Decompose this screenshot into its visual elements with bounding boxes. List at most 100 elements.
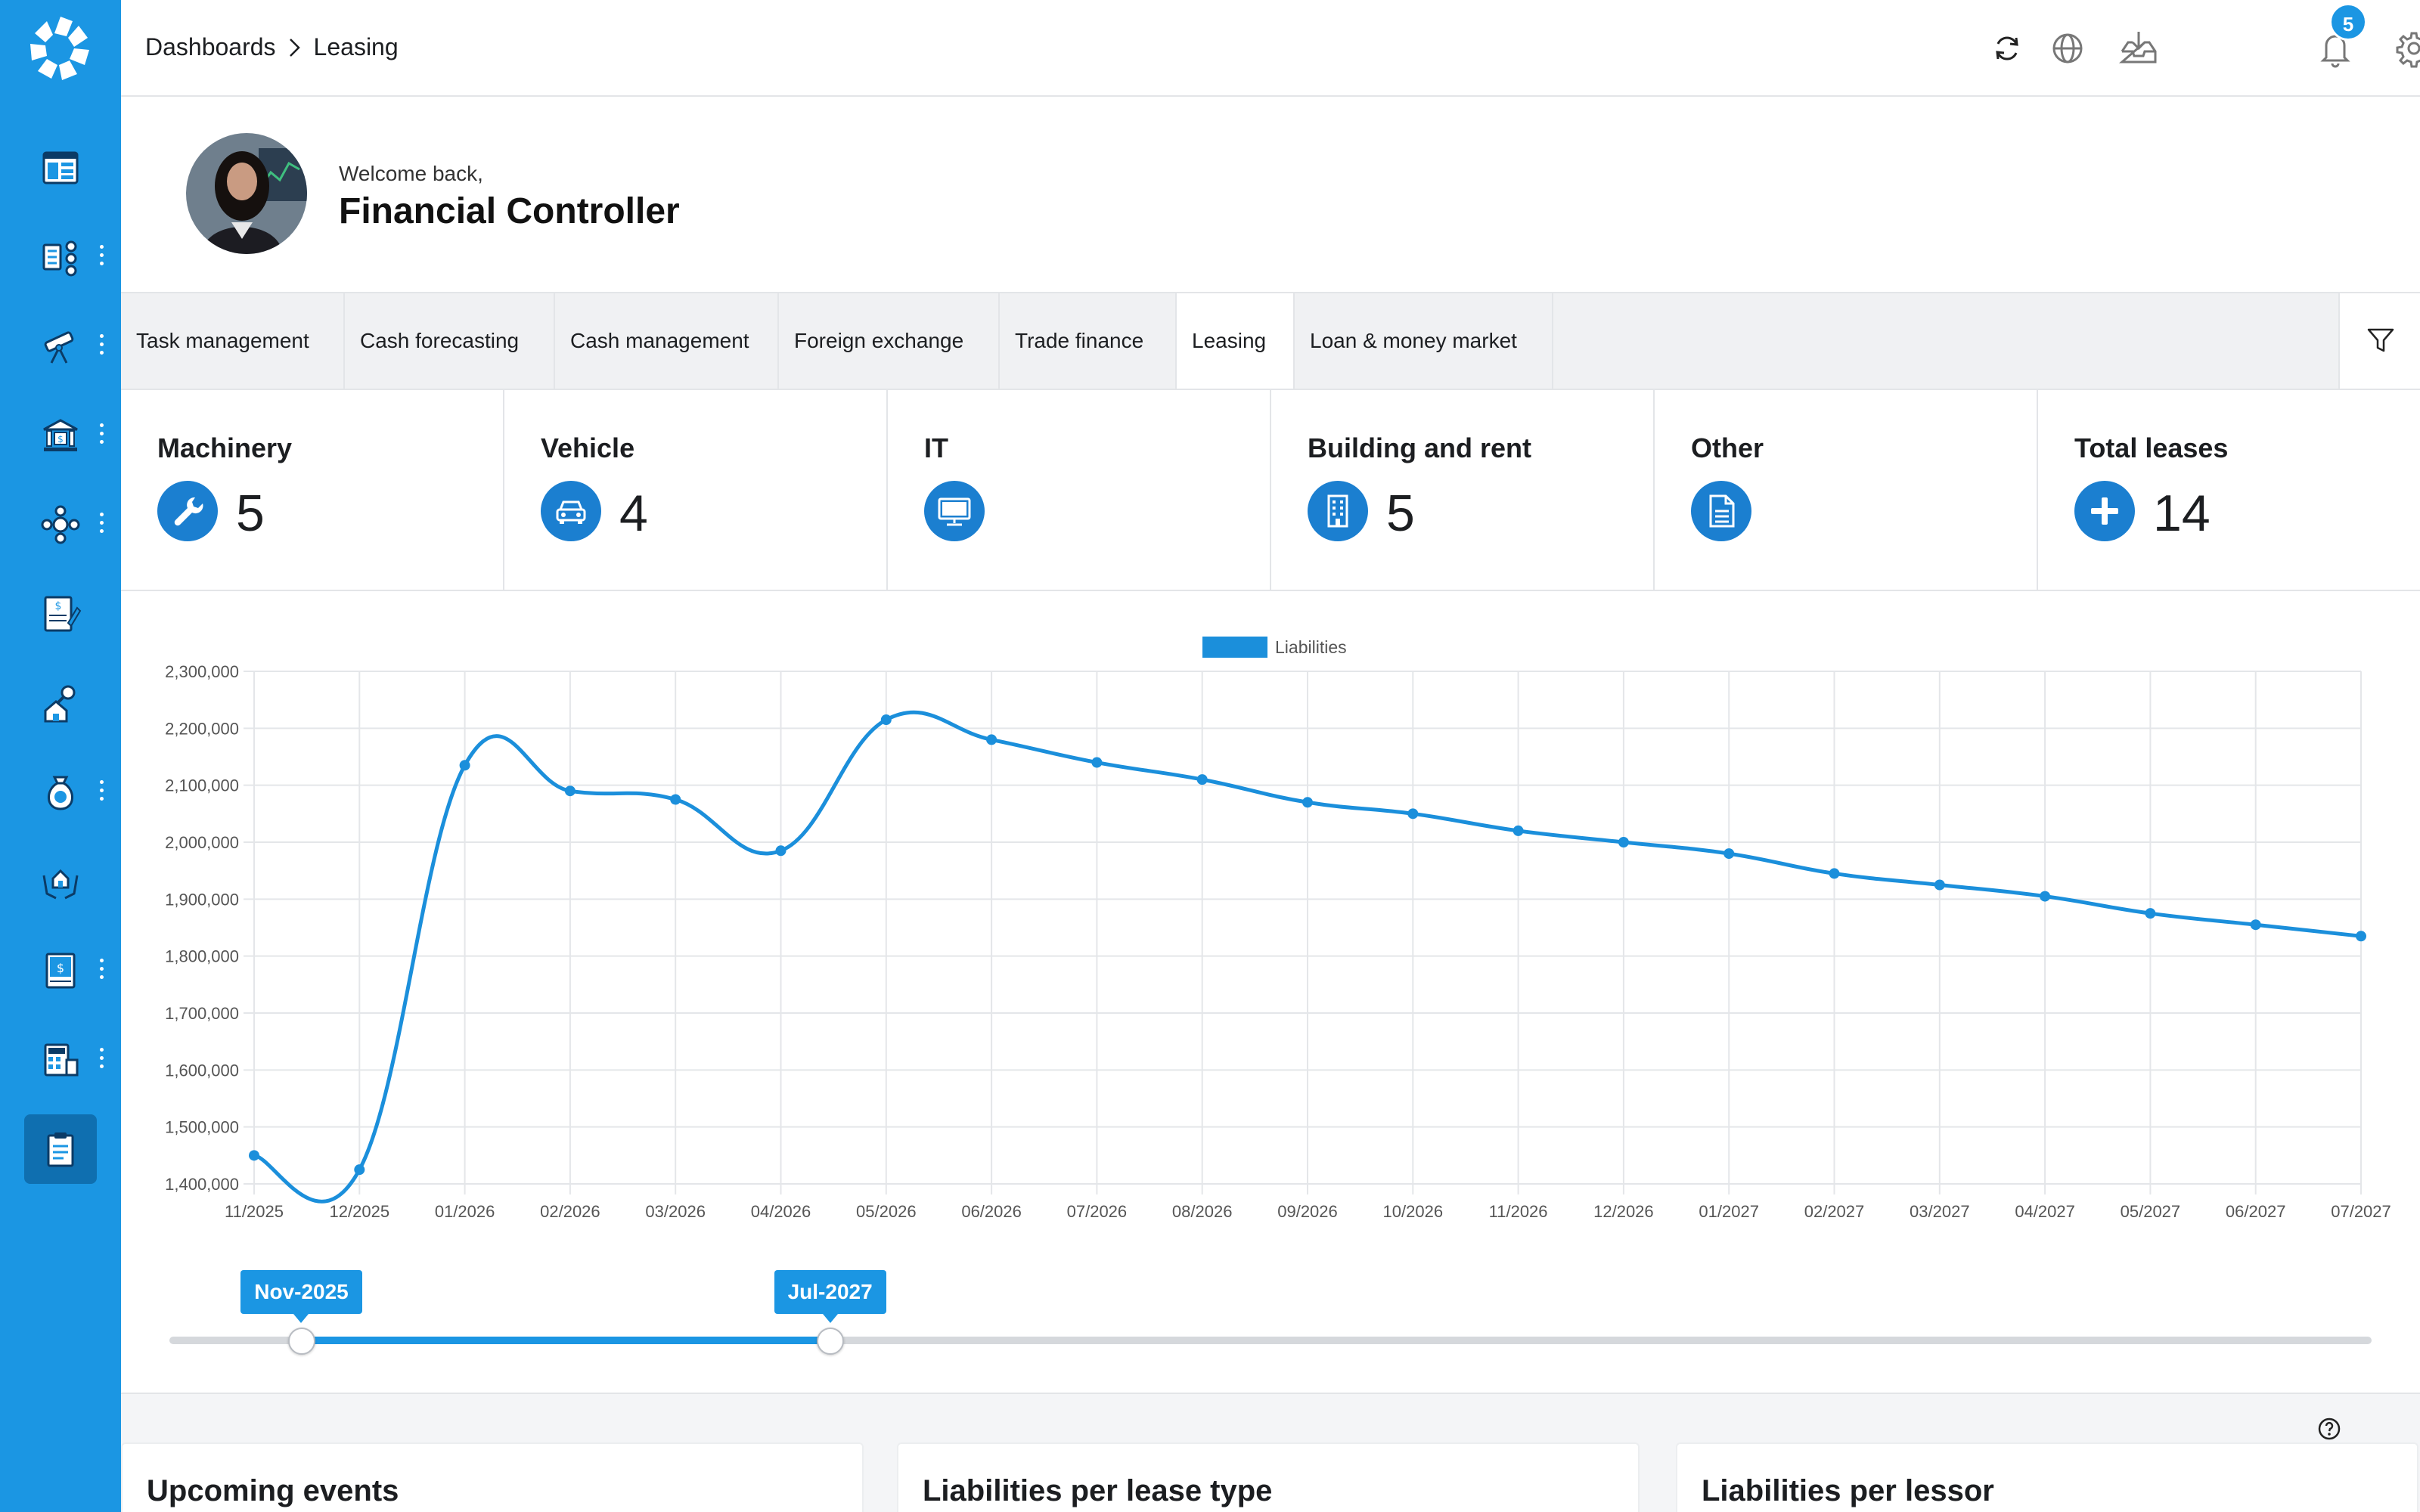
tab-cash-forecasting[interactable]: Cash forecasting <box>345 293 555 389</box>
filter-button[interactable] <box>2338 293 2420 389</box>
x-tick-label: 11/2026 <box>1489 1202 1548 1221</box>
data-point <box>775 845 786 857</box>
y-tick-label: 1,400,000 <box>165 1175 239 1194</box>
svg-text:$: $ <box>57 961 64 975</box>
y-tick-label: 2,300,000 <box>165 662 239 681</box>
kpi-total-leases[interactable]: Total leases 14 <box>2038 390 2420 590</box>
nav-bank[interactable]: $ <box>24 401 97 470</box>
refresh-icon <box>1996 36 2018 60</box>
inbox-download-icon <box>2118 32 2157 64</box>
x-tick-label: 09/2026 <box>1277 1202 1338 1221</box>
kpi-vehicle[interactable]: Vehicle 4 <box>504 390 888 590</box>
data-point <box>2040 891 2051 902</box>
x-tick-label: 08/2026 <box>1172 1202 1233 1221</box>
x-tick-label: 06/2027 <box>2226 1202 2286 1221</box>
hands-house-icon <box>42 869 79 900</box>
telescope-icon <box>44 331 74 364</box>
kpi-it[interactable]: IT <box>888 390 1271 590</box>
nav-money[interactable] <box>24 758 97 827</box>
kpi-other[interactable]: Other <box>1655 390 2038 590</box>
x-tick-label: 01/2026 <box>435 1202 495 1221</box>
data-point <box>986 734 997 745</box>
chevron-right-icon <box>289 38 300 57</box>
tab-loan-money-market[interactable]: Loan & money market <box>1295 293 1553 389</box>
x-tick-label: 11/2025 <box>225 1202 284 1221</box>
range-end-handle[interactable] <box>816 1328 844 1355</box>
liabilities-line-chart: 2,300,000 2,200,000 2,100,000 2,000,000 1,90… <box>165 637 2391 1221</box>
tab-leasing[interactable]: Leasing <box>1177 293 1295 389</box>
y-tick-label: 1,600,000 <box>165 1061 239 1080</box>
refresh-button[interactable] <box>1983 24 2031 73</box>
card-title: Upcoming events <box>147 1474 399 1507</box>
data-point <box>1618 837 1629 847</box>
x-tick-label: 01/2027 <box>1699 1202 1759 1221</box>
svg-text:$: $ <box>57 434 64 445</box>
x-tick-label: 02/2026 <box>540 1202 600 1221</box>
language-button[interactable] <box>2043 24 2092 73</box>
nav-leasing[interactable] <box>24 1114 97 1184</box>
range-start-handle[interactable] <box>287 1328 315 1355</box>
nav-insurance[interactable] <box>24 847 97 916</box>
app-logo[interactable] <box>24 11 97 86</box>
nav-exchange-more[interactable] <box>94 508 109 546</box>
nav-ledger-more[interactable] <box>94 954 109 992</box>
downloads-button[interactable] <box>2114 24 2163 73</box>
nav-calculator-more[interactable] <box>94 1043 109 1081</box>
tab-trade-finance[interactable]: Trade finance <box>1000 293 1177 389</box>
kpi-value: 5 <box>1386 485 1415 542</box>
legend-label: Liabilities <box>1275 637 1347 657</box>
bank-icon: $ <box>43 419 78 451</box>
data-point <box>249 1150 259 1161</box>
nav-money-more[interactable] <box>94 776 109 813</box>
date-range-selection <box>301 1337 830 1344</box>
filter-icon <box>2367 328 2394 352</box>
notification-badge: 5 <box>2329 3 2367 41</box>
settings-button[interactable] <box>2390 24 2420 73</box>
kpi-value: 14 <box>2153 485 2211 542</box>
nav-reports[interactable] <box>24 222 97 292</box>
building-icon <box>1308 481 1368 541</box>
car-icon <box>541 481 601 541</box>
nav-calculator[interactable] <box>24 1025 97 1095</box>
range-end-label: Jul-2027 <box>774 1270 886 1323</box>
money-bag-icon <box>48 776 73 810</box>
nav-ledger[interactable]: $ <box>24 936 97 1005</box>
card-title: Liabilities per lessor <box>1702 1474 1994 1507</box>
y-tick-label: 2,200,000 <box>165 719 239 738</box>
kpi-building-and-rent[interactable]: Building and rent 5 <box>1271 390 1655 590</box>
invoice-icon: $ <box>44 596 82 632</box>
y-tick-label: 1,500,000 <box>165 1118 239 1137</box>
x-tick-label: 05/2026 <box>856 1202 917 1221</box>
data-point <box>1091 757 1103 768</box>
breadcrumb-root[interactable]: Dashboards <box>145 33 276 60</box>
nav-forecast[interactable] <box>24 311 97 381</box>
nav-property[interactable] <box>24 668 97 738</box>
svg-text:$: $ <box>55 600 62 612</box>
nav-invoice[interactable]: $ <box>24 579 97 649</box>
globe-icon <box>2052 33 2083 64</box>
kpi-label: Machinery <box>157 432 293 463</box>
date-range-slider[interactable] <box>169 1337 2372 1344</box>
help-button[interactable] <box>2317 1417 2341 1441</box>
kpi-label: Other <box>1691 432 1764 463</box>
y-tick-label: 1,700,000 <box>165 1004 239 1023</box>
data-point <box>1407 808 1419 820</box>
kpi-machinery[interactable]: Machinery 5 <box>121 390 504 590</box>
kpi-label: IT <box>924 432 948 463</box>
liabilities-per-lease-type-card: Liabilities per lease type <box>897 1442 1640 1512</box>
nav-exchange[interactable] <box>24 490 97 559</box>
nav-bank-more[interactable] <box>94 419 109 457</box>
house-key-icon <box>44 685 76 723</box>
tab-task-management[interactable]: Task management <box>121 293 345 389</box>
nav-reports-more[interactable] <box>94 240 109 278</box>
nav-dashboard[interactable] <box>24 133 97 203</box>
tab-cash-management[interactable]: Cash management <box>555 293 779 389</box>
nav-forecast-more[interactable] <box>94 330 109 367</box>
data-point <box>880 714 892 726</box>
network-icon <box>41 505 80 544</box>
data-point <box>1829 868 1840 879</box>
x-tick-label: 10/2026 <box>1383 1202 1444 1221</box>
tab-foreign-exchange[interactable]: Foreign exchange <box>779 293 1000 389</box>
welcome-greeting: Welcome back, <box>339 162 483 185</box>
legend-swatch <box>1202 637 1267 658</box>
